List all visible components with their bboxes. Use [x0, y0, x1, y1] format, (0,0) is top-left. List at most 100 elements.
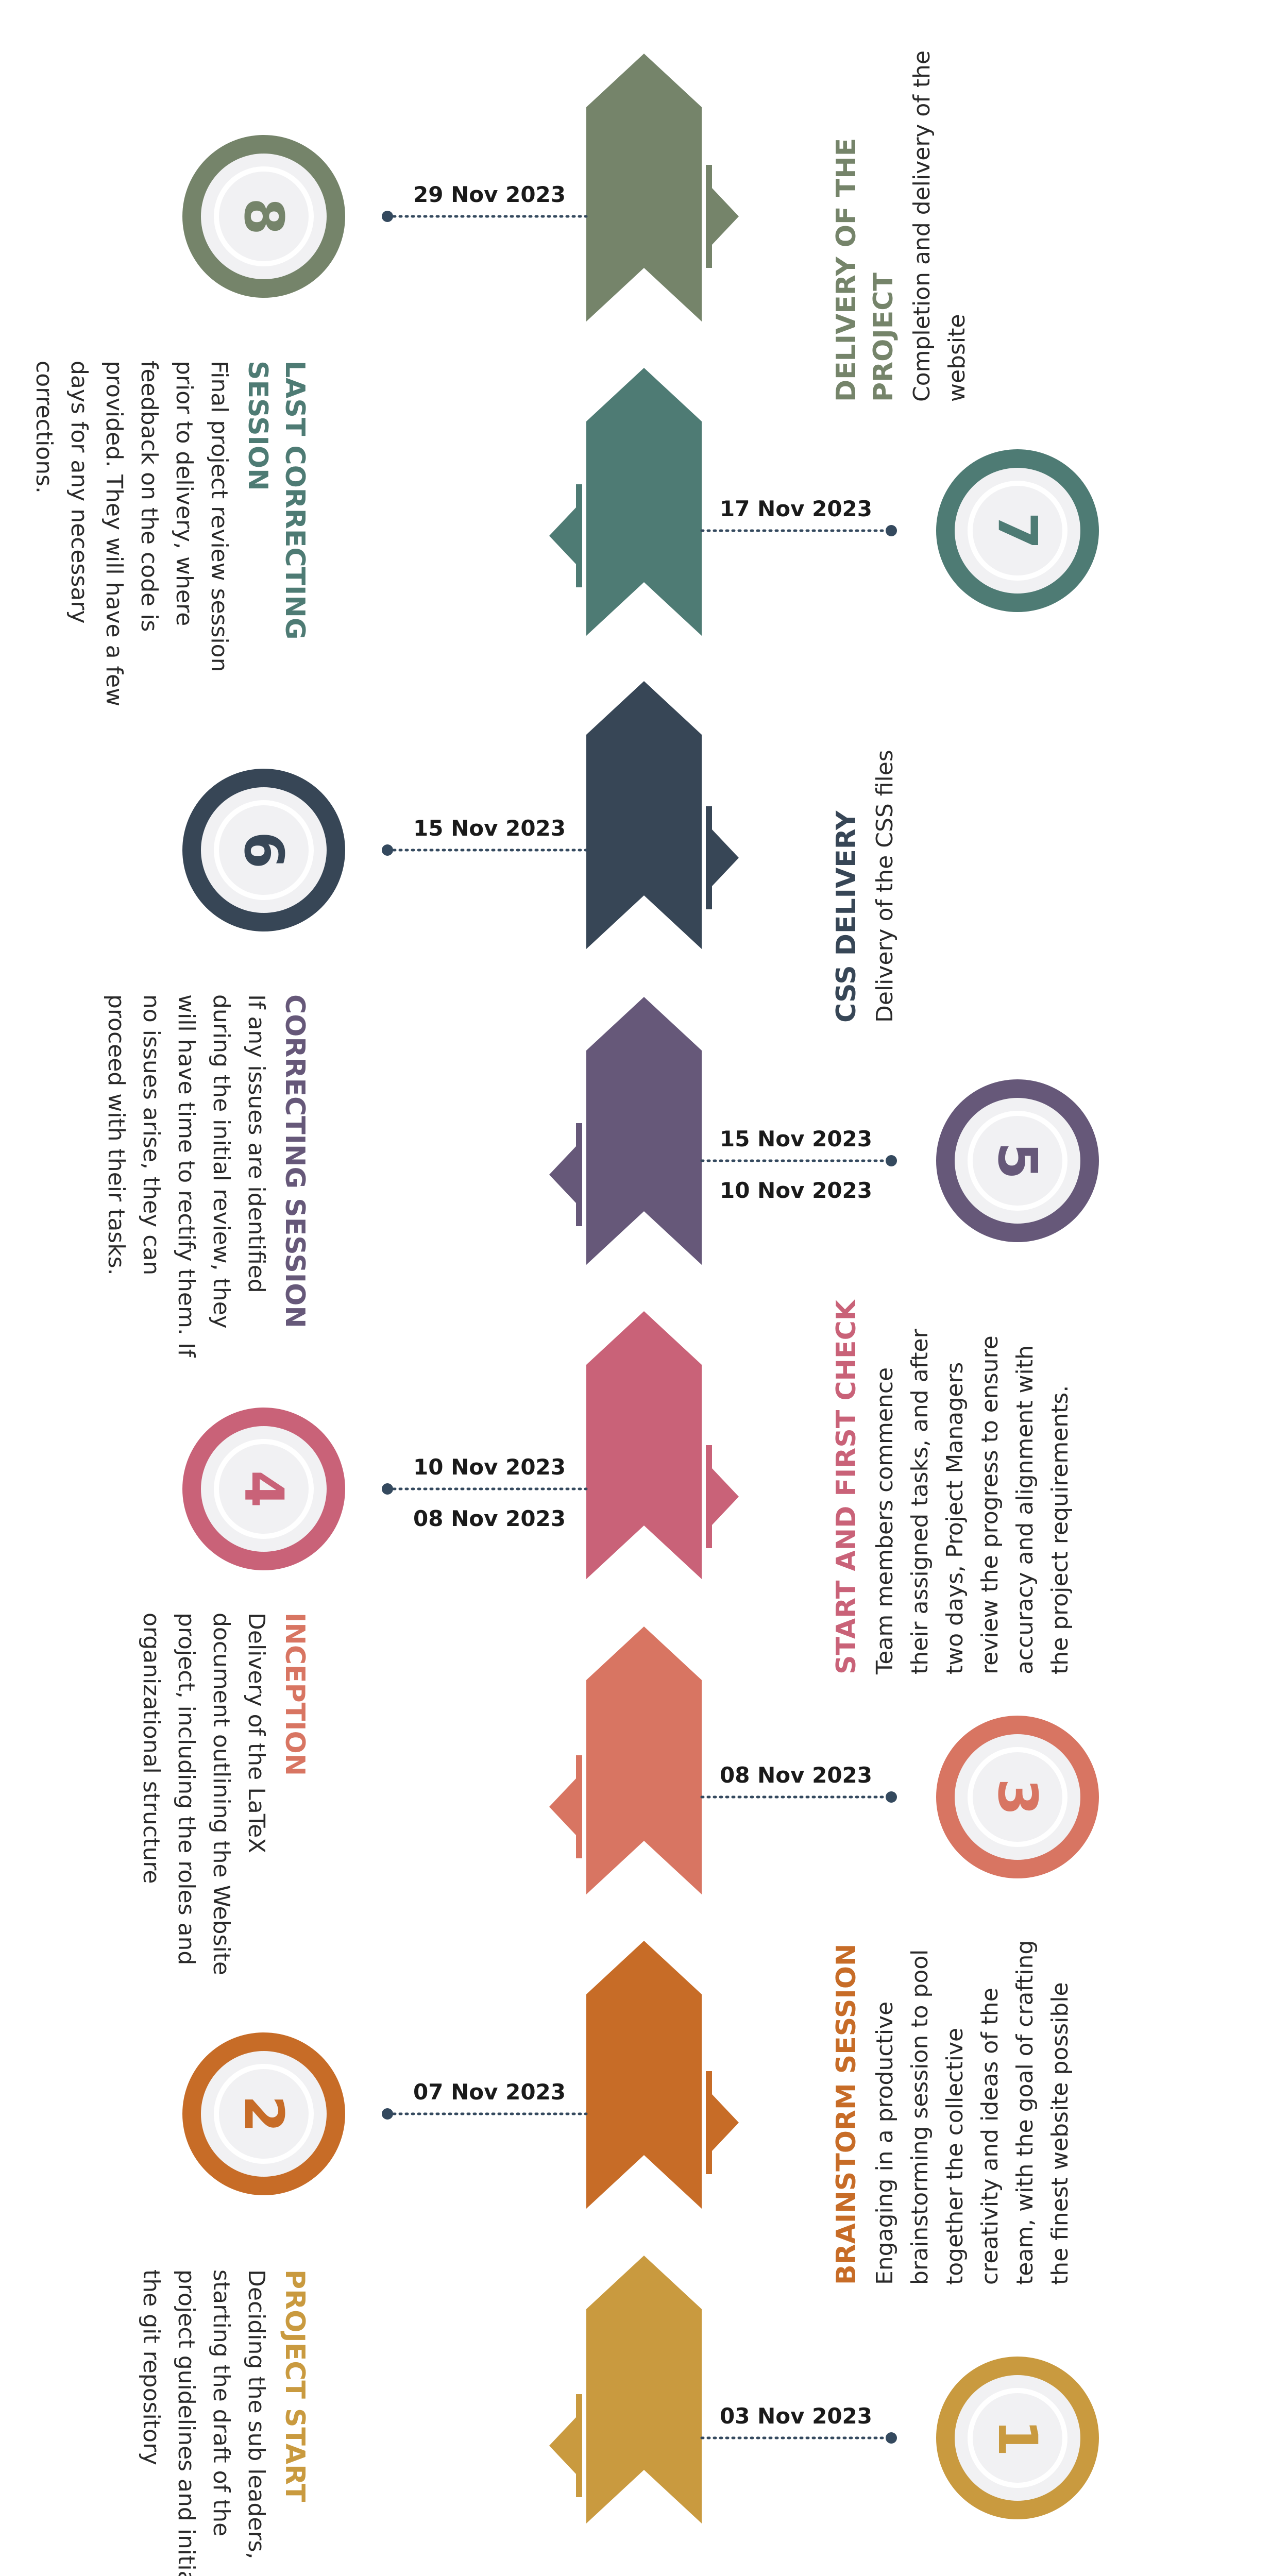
timeline-segment-3	[586, 1626, 702, 1894]
milestone-description-line: Team members commence	[872, 1367, 898, 1675]
milestone-flag-bar	[706, 1445, 712, 1548]
milestone-circle-ring	[214, 1439, 314, 1539]
timeline-segment-1	[586, 2256, 702, 2523]
milestone-date: 03 Nov 2023	[720, 2403, 872, 2429]
milestone-8: 8 29 Nov 2023	[182, 135, 739, 298]
milestone-description-line: team, with the goal of crafting	[1012, 1940, 1038, 2285]
milestone-flag-bar	[706, 806, 712, 909]
milestone-connector-dot	[886, 2432, 897, 2444]
milestone-7: 7 17 Nov 2023	[549, 449, 1099, 612]
milestone-date-start: 10 Nov 2023	[720, 1178, 872, 1203]
milestone-date: 08 Nov 2023	[720, 1762, 872, 1788]
milestone-date: 15 Nov 2023	[413, 816, 566, 841]
milestone-circle-inner	[955, 468, 1080, 594]
milestone-date-end: 15 Nov 2023	[720, 1126, 872, 1151]
milestone-6: 6 15 Nov 2023	[182, 769, 739, 931]
milestone-title: CORRECTING SESSION	[279, 994, 310, 1328]
milestone-text-block-3: INCEPTION Delivery of the LaTeX document o…	[138, 1613, 310, 1975]
milestone-date: 07 Nov 2023	[413, 2079, 566, 2105]
milestone-connector-dot	[382, 211, 393, 222]
timeline-segment-7	[586, 368, 702, 636]
milestone-description-line: project, including the roles and	[173, 1613, 199, 1965]
milestone-circle-inner	[955, 1734, 1080, 1860]
milestone-1: 1 03 Nov 2023	[549, 2357, 1099, 2519]
timeline-segment-8	[586, 54, 702, 321]
milestone-circle-ring	[214, 800, 314, 900]
milestone-title: PROJECT	[868, 273, 899, 402]
milestone-title: START AND FIRST CHECK	[831, 1299, 862, 1674]
timeline-segment-4	[586, 1311, 702, 1579]
milestone-flag	[712, 188, 739, 245]
milestone-connector-dot	[382, 844, 393, 856]
milestone-3: 3 08 Nov 2023	[549, 1716, 1099, 1878]
milestone-flag-bar	[576, 1755, 582, 1858]
milestone-4: 4 10 Nov 2023 08 Nov 2023	[182, 1408, 739, 1570]
milestone-title: INCEPTION	[279, 1613, 310, 1776]
milestone-number: 2	[232, 2095, 295, 2132]
timeline-segment-5	[586, 997, 702, 1265]
milestone-date: 17 Nov 2023	[720, 496, 872, 521]
milestone-title: BRAINSTORM SESSION	[831, 1944, 862, 2285]
milestone-description-line: Delivery of the LaTeX	[243, 1613, 269, 1853]
milestone-description-line: during the initial review, they	[208, 994, 234, 1329]
milestone-number: 3	[986, 1778, 1049, 1816]
milestone-flag	[549, 1146, 576, 1203]
milestone-date-start: 08 Nov 2023	[413, 1506, 566, 1531]
milestone-description-line: provided. They will have a few	[101, 361, 127, 706]
milestone-5: 5 15 Nov 2023 10 Nov 2023	[549, 1079, 1099, 1242]
milestone-circle-ring	[214, 2064, 314, 2164]
milestone-flag	[712, 2094, 739, 2151]
milestone-circle-inner	[201, 2051, 327, 2177]
milestone-connector-dot	[886, 525, 897, 536]
milestone-flag-bar	[576, 2394, 582, 2497]
milestone-description-line: Final project review session	[206, 361, 232, 672]
milestone-date: 29 Nov 2023	[413, 182, 566, 207]
milestone-number: 8	[232, 198, 295, 235]
milestone-flag-bar	[576, 484, 582, 587]
milestone-description-line: accuracy and alignment with	[1012, 1345, 1038, 1674]
milestone-number: 6	[232, 832, 295, 869]
milestone-description-line: the finest website possible	[1047, 1982, 1073, 2285]
milestone-title: LAST CORRECTING	[279, 361, 310, 640]
milestone-description-line: Deciding the sub leaders,	[243, 2269, 269, 2560]
milestone-number: 5	[986, 1142, 1049, 1179]
milestone-description-line: starting the draft of the	[208, 2269, 234, 2536]
milestone-title: DELIVERY OF THE	[831, 138, 862, 402]
milestone-number: 1	[986, 2419, 1049, 2456]
milestone-text-block-6: CSS DELIVERY Delivery of the CSS files	[831, 750, 898, 1023]
milestone-circle-ring	[214, 166, 314, 266]
milestone-description-line: their assigned tasks, and after	[907, 1328, 933, 1674]
milestone-description-line: together the collective	[942, 2028, 968, 2285]
milestone-circle-inner	[955, 1098, 1080, 1224]
milestone-description-line: no issues arise, they can	[138, 994, 164, 1275]
milestone-description-line: Completion and delivery of the	[909, 50, 935, 402]
timeline-arrow	[586, 54, 702, 2523]
milestone-description-line: document outlining the Website	[208, 1613, 234, 1975]
milestone-circle-ring	[968, 1747, 1067, 1847]
milestone-title: CSS DELIVERY	[831, 810, 862, 1023]
milestone-description-line: days for any necessary	[66, 361, 92, 623]
milestone-number: 4	[232, 1470, 295, 1507]
milestone-circle-ring	[968, 2388, 1067, 2488]
timeline-segment-6	[586, 681, 702, 949]
milestone-flag-bar	[706, 2071, 712, 2174]
milestone-text-block-2: BRAINSTORM SESSION Engaging in a producti…	[831, 1940, 1073, 2285]
milestone-flag	[549, 2417, 576, 2474]
milestone-text-block-1: PROJECT START Deciding the sub leaders, st…	[138, 2269, 310, 2576]
milestone-title: PROJECT START	[279, 2269, 310, 2502]
milestone-description-line: proceed with their tasks.	[103, 994, 129, 1276]
milestone-description-line: corrections.	[31, 361, 57, 494]
milestone-flag-bar	[576, 1123, 582, 1226]
milestone-description-line: prior to delivery, where	[171, 361, 197, 626]
milestone-description-line: website	[944, 314, 970, 402]
milestone-description-line: the project requirements.	[1047, 1385, 1073, 1674]
milestone-circle-inner	[201, 1426, 327, 1552]
milestone-description-line: creativity and ideas of the	[977, 1988, 1003, 2285]
milestone-text-block-5: CORRECTING SESSION If any issues are iden…	[103, 994, 310, 1358]
milestone-connector-dot	[886, 1791, 897, 1803]
milestone-text-block-8: DELIVERY OF THE PROJECT Completion and del…	[831, 50, 970, 402]
milestone-title: SESSION	[242, 361, 273, 491]
milestone-circle-inner	[201, 787, 327, 913]
milestone-description-line: project guidelines and initialize	[173, 2269, 199, 2576]
